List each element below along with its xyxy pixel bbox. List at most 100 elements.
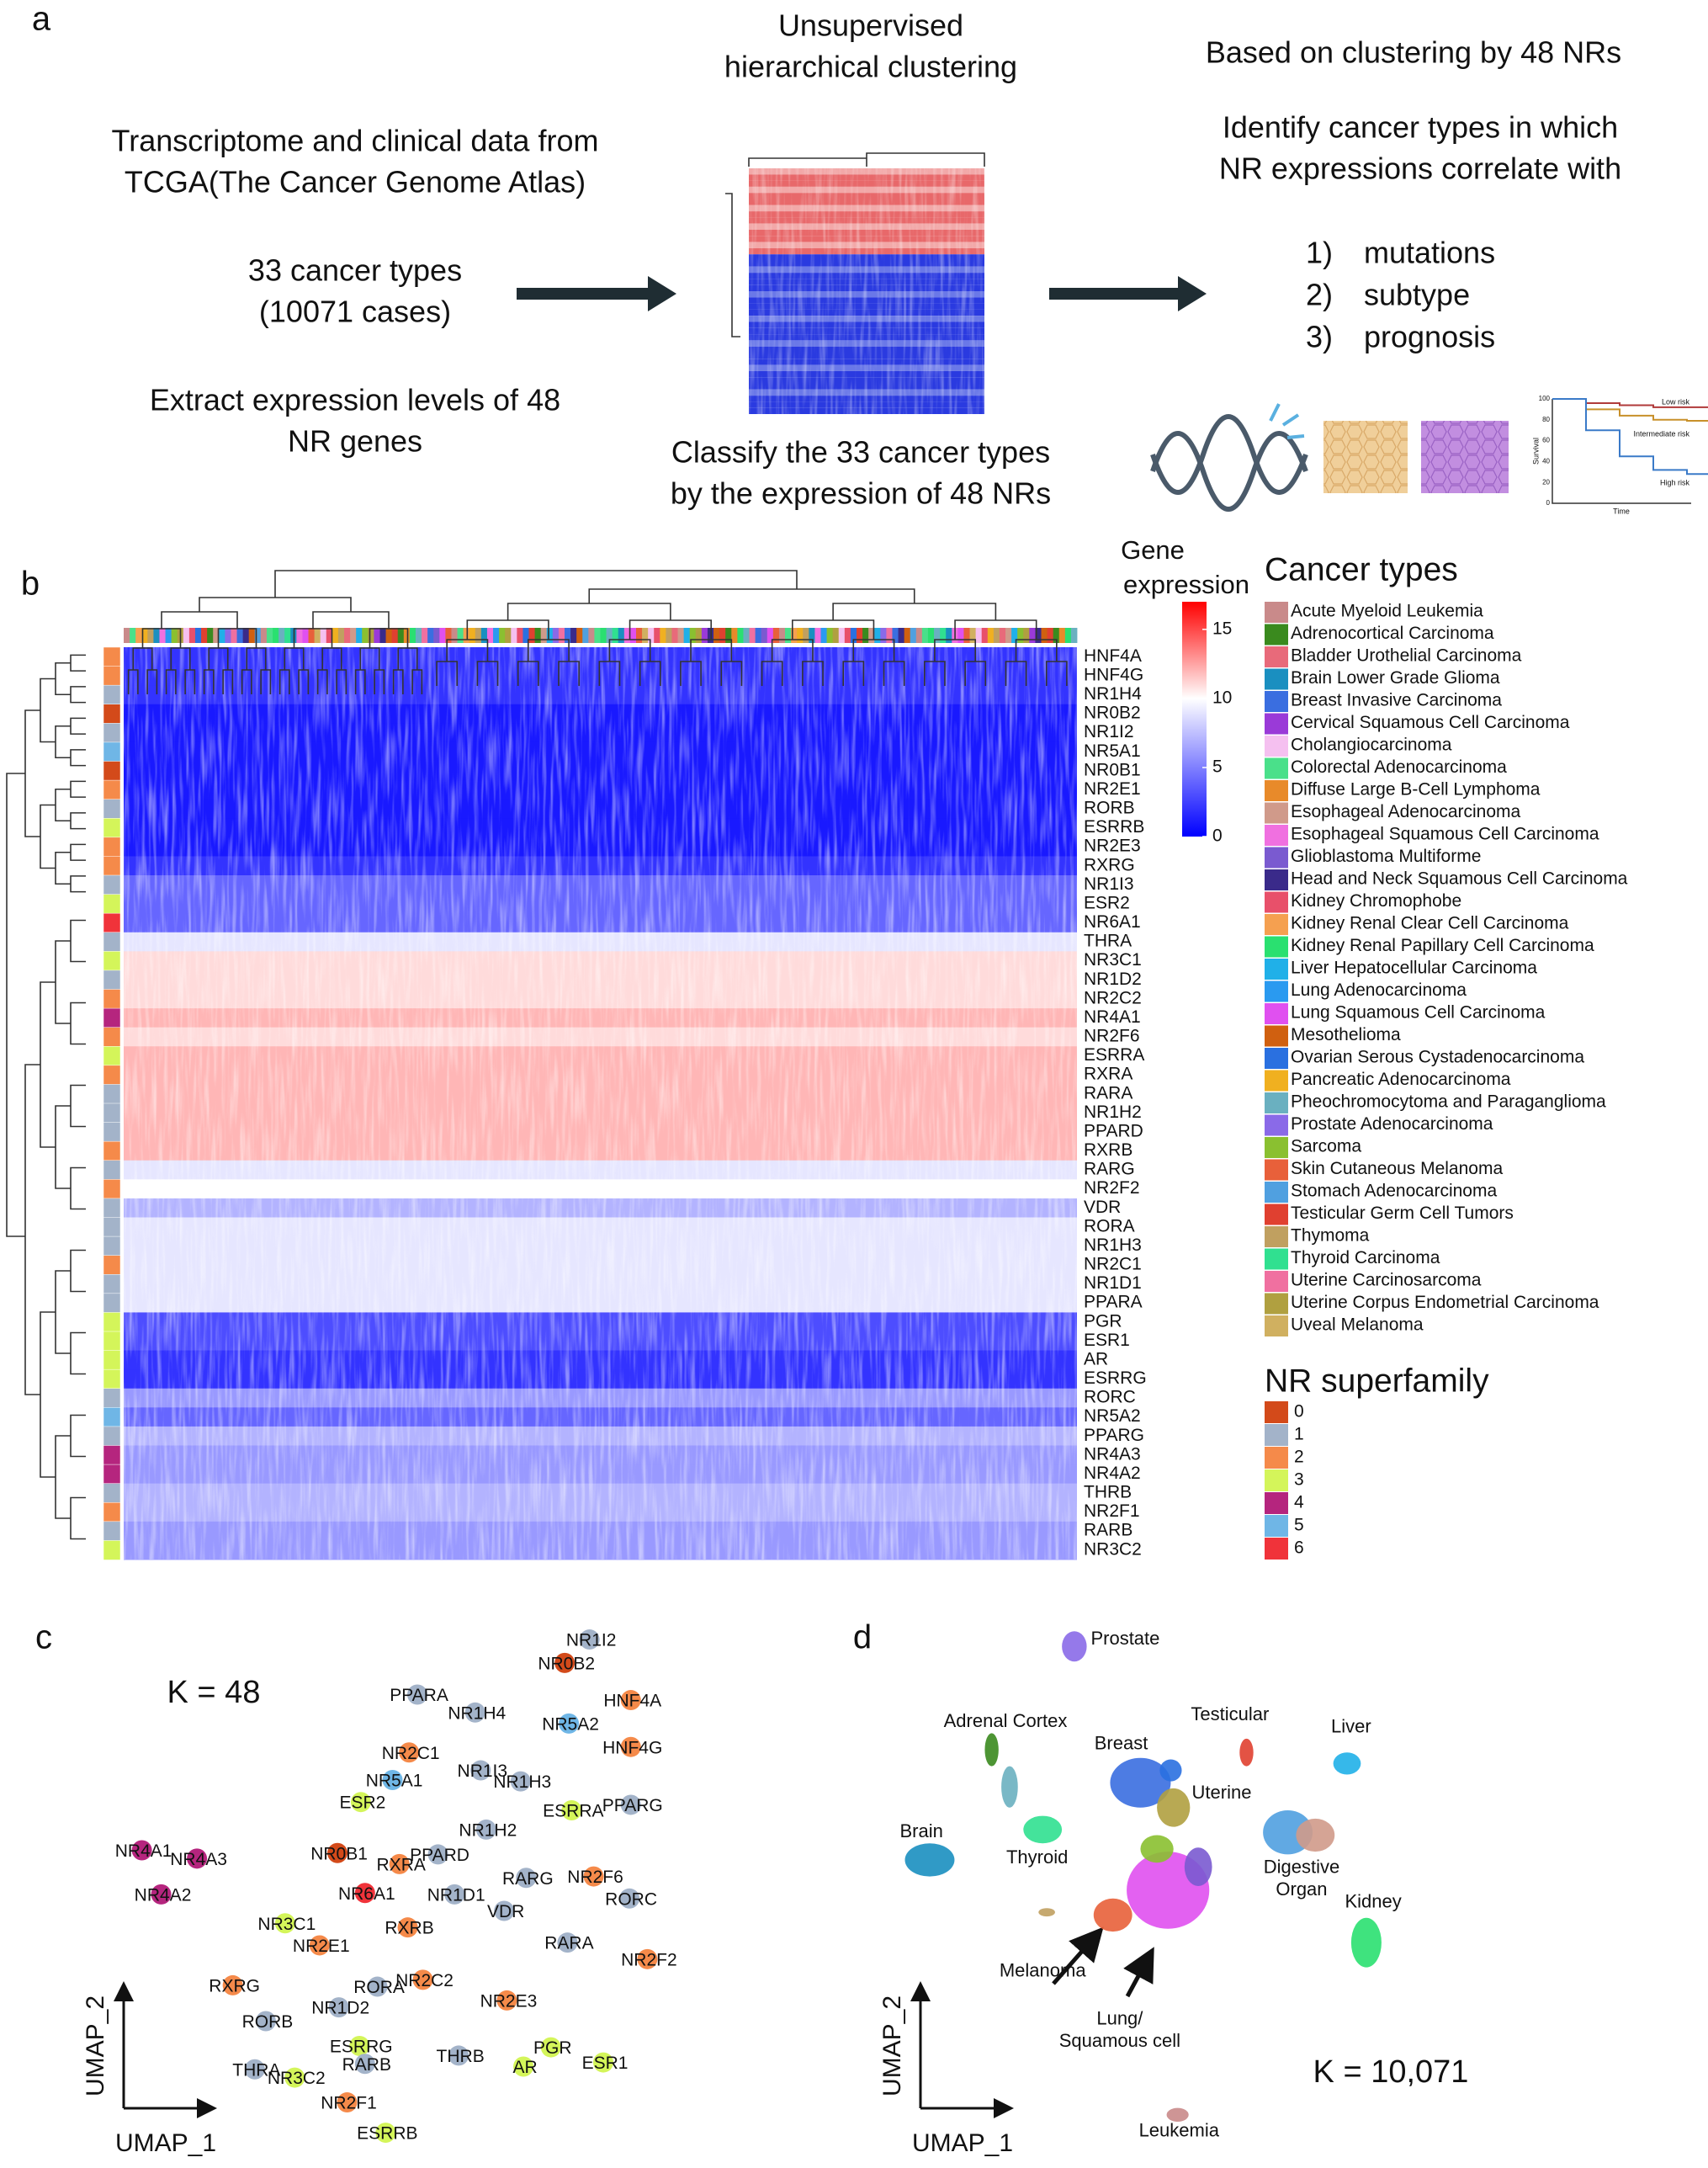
cluster-points bbox=[1333, 1752, 1361, 1775]
case-color bbox=[433, 628, 440, 643]
nr-node bbox=[399, 1742, 420, 1763]
legend-swatch bbox=[1265, 936, 1288, 958]
case-color bbox=[749, 628, 756, 643]
superfamily-cell bbox=[103, 1084, 121, 1104]
panel-label: a bbox=[32, 1, 51, 38]
dendrogram-branch bbox=[40, 1311, 56, 1478]
legend-label: 6 bbox=[1294, 1538, 1304, 1558]
case-color bbox=[469, 628, 476, 643]
gene-label: NR2F1 bbox=[1084, 1501, 1140, 1521]
nr-node bbox=[620, 1794, 641, 1815]
list-number: 1) bbox=[1306, 236, 1333, 270]
case-color bbox=[183, 628, 190, 643]
panel-label: c bbox=[35, 1619, 52, 1656]
cluster-points bbox=[1093, 1898, 1132, 1932]
km-x-label: Time bbox=[1613, 507, 1630, 515]
case-color bbox=[499, 628, 506, 643]
legend-swatch bbox=[1265, 624, 1288, 646]
gene-label: ESRRB bbox=[1084, 817, 1144, 837]
case-color bbox=[809, 628, 815, 643]
nr-node-label: NR1H3 bbox=[493, 1772, 551, 1792]
nr-node-label: RORB bbox=[242, 2012, 294, 2032]
legend-label: Cholangiocarcinoma bbox=[1291, 736, 1452, 755]
dendrogram-branch bbox=[321, 647, 342, 670]
case-color bbox=[254, 628, 262, 643]
dendrogram-branch bbox=[792, 619, 875, 640]
case-color bbox=[761, 628, 768, 643]
nr-node-label: RARA bbox=[544, 1934, 593, 1953]
superfamily-cell bbox=[103, 646, 121, 667]
superfamily-cell bbox=[103, 970, 121, 991]
case-color bbox=[1035, 628, 1042, 643]
nr-node-label: NR2F2 bbox=[621, 1950, 677, 1969]
case-color bbox=[695, 628, 703, 643]
case-color bbox=[868, 628, 875, 643]
dendrogram-branch bbox=[374, 669, 385, 694]
legend-label: Esophageal Adenocarcinoma bbox=[1291, 802, 1521, 821]
legend-swatch bbox=[1265, 802, 1288, 824]
case-color bbox=[719, 628, 726, 643]
gene-label: ESR2 bbox=[1084, 893, 1130, 912]
nr-node-label: AR bbox=[512, 2058, 537, 2077]
axis-label: UMAP_2 bbox=[82, 1995, 109, 2096]
dendrogram-branch bbox=[298, 669, 310, 694]
case-color bbox=[689, 628, 697, 643]
legend-swatch bbox=[1265, 869, 1288, 890]
gene-label: THRA bbox=[1084, 932, 1132, 951]
dendrogram-branch bbox=[70, 1166, 86, 1210]
dendrogram-branch bbox=[832, 603, 997, 620]
superfamily-cell bbox=[103, 1103, 121, 1124]
gene-label: NR1I3 bbox=[1084, 874, 1134, 894]
nr-node-label: NR2F6 bbox=[567, 1868, 623, 1887]
dendrogram-branch bbox=[24, 1064, 40, 1395]
nr-node-label: NR6A1 bbox=[338, 1884, 395, 1904]
gene-label: VDR bbox=[1084, 1198, 1121, 1217]
km-tick: 60 bbox=[1542, 437, 1550, 444]
nr-node-label: PPARA bbox=[390, 1686, 448, 1705]
nr-node-label: NR1H2 bbox=[459, 1820, 517, 1840]
gene-label: THRB bbox=[1084, 1483, 1132, 1502]
case-color bbox=[612, 628, 619, 643]
case-color bbox=[856, 628, 863, 643]
nr-node-label: NR4A2 bbox=[135, 1885, 192, 1905]
nr-node-label: NR4A1 bbox=[115, 1841, 172, 1861]
axis-label: UMAP_1 bbox=[912, 2129, 1013, 2157]
gene-label: PPARA bbox=[1084, 1293, 1143, 1312]
cluster-label: Prostate bbox=[1090, 1628, 1159, 1649]
legend-swatch bbox=[1265, 602, 1288, 623]
km-tick: 0 bbox=[1546, 499, 1551, 507]
case-color bbox=[606, 628, 613, 643]
legend-swatch bbox=[1265, 1469, 1288, 1491]
gene-label: NR2E3 bbox=[1084, 837, 1141, 856]
case-color bbox=[141, 628, 148, 643]
case-color bbox=[725, 628, 732, 643]
dendrogram-branch bbox=[527, 639, 570, 662]
case-color bbox=[409, 628, 416, 643]
case-color bbox=[987, 628, 995, 643]
case-color bbox=[207, 628, 214, 643]
legend-label: 2 bbox=[1294, 1448, 1304, 1467]
nr-node bbox=[350, 1792, 371, 1813]
superfamily-cell bbox=[103, 856, 121, 876]
cluster-points bbox=[1110, 1757, 1171, 1808]
nr-node-label: ESRRB bbox=[357, 2124, 417, 2144]
nr-node-label: RXRA bbox=[377, 1855, 426, 1874]
legend-swatch bbox=[1265, 713, 1288, 735]
superfamily-cell bbox=[103, 818, 121, 838]
case-color bbox=[308, 628, 315, 643]
dendrogram-branch bbox=[369, 628, 409, 648]
case-color bbox=[546, 628, 554, 643]
case-color bbox=[1041, 628, 1048, 643]
gene-label: NR1H2 bbox=[1084, 1103, 1142, 1122]
dendrogram-branch bbox=[70, 717, 86, 735]
legend-swatch bbox=[1265, 736, 1288, 757]
case-color bbox=[475, 628, 482, 643]
superfamily-cell bbox=[103, 1445, 121, 1465]
dendrogram-branch bbox=[842, 661, 865, 686]
legend-swatch bbox=[1265, 1137, 1288, 1158]
dendrogram-branch bbox=[70, 875, 86, 893]
case-color bbox=[201, 628, 208, 643]
dendrogram-branch bbox=[40, 804, 56, 869]
case-color bbox=[946, 628, 952, 643]
